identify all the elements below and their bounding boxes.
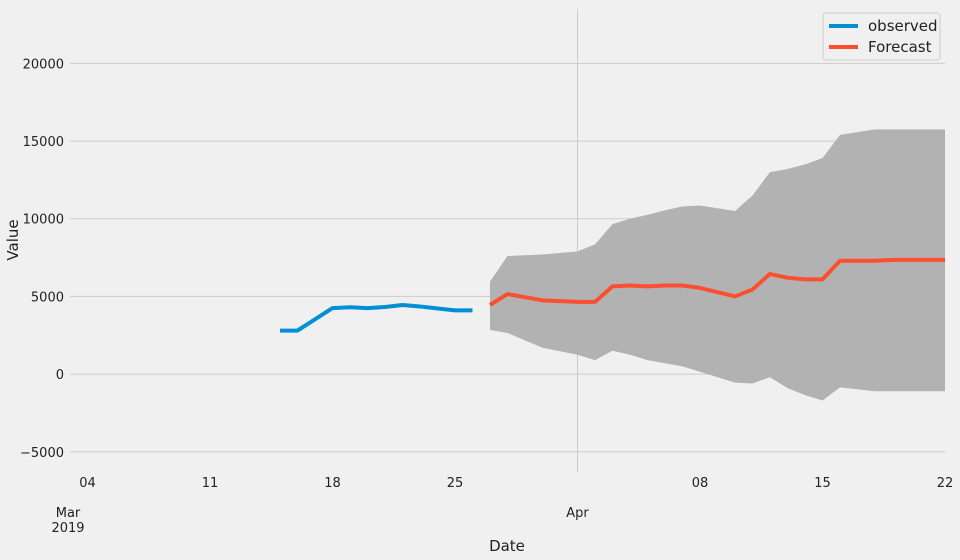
x-tick-label: 25 (447, 476, 464, 491)
x-tick-label: 15 (814, 476, 831, 491)
forecast-interval (490, 129, 945, 401)
x-major-tick-label: Mar (56, 506, 81, 521)
legend: observed Forecast (822, 12, 941, 61)
forecast-interval-band (490, 129, 945, 401)
x-tick-label: 04 (79, 476, 96, 491)
series-line-observed (280, 302, 473, 333)
y-tick-label: 10000 (23, 213, 64, 228)
y-tick-label: 0 (56, 368, 64, 383)
x-major-tick-sublabel: 2019 (51, 521, 84, 536)
x-tick-label: 22 (937, 476, 954, 491)
y-tick-label: 20000 (23, 57, 64, 72)
legend-label-forecast: Forecast (868, 38, 932, 56)
x-tick-label: 18 (324, 476, 341, 491)
legend-label-observed: observed (868, 17, 938, 35)
series-lines (280, 257, 945, 333)
y-tick-labels: −5000 0 5000 10000 15000 20000 (20, 57, 64, 460)
x-tick-label: 08 (692, 476, 709, 491)
y-tick-label: −5000 (20, 446, 64, 461)
y-tick-label: 15000 (23, 135, 64, 150)
series-line-forecast (488, 257, 945, 307)
y-tick-label: 5000 (31, 290, 64, 305)
x-tick-label: 11 (202, 476, 219, 491)
y-axis-label: Value (4, 219, 22, 260)
x-axis-label: Date (489, 537, 525, 555)
x-major-tick-label: Apr (566, 506, 589, 521)
